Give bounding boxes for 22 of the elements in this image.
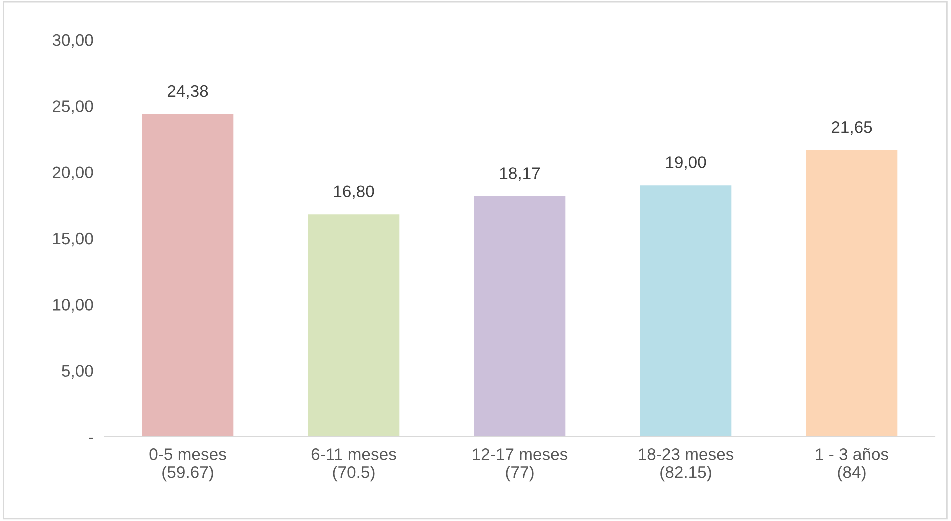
y-tick-label: 30,00	[52, 34, 94, 48]
data-label: 19,00	[666, 156, 706, 170]
data-label: 18,17	[500, 168, 540, 182]
x-tick-label: 18-23 meses (82.15)	[639, 448, 734, 482]
x-tick-label: 12-17 meses (77)	[473, 448, 568, 482]
x-tick-label: 0-5 meses (59.67)	[150, 448, 226, 482]
x-tick-label: 6-11 meses (70.5)	[312, 448, 396, 482]
y-tick-label: -	[89, 438, 94, 440]
bar	[806, 150, 898, 437]
y-tick-label: 5,00	[62, 365, 94, 380]
y-tick-label: 20,00	[53, 166, 94, 181]
bar	[142, 114, 234, 437]
data-label: 21,65	[832, 122, 872, 136]
bar	[308, 214, 400, 437]
bar	[474, 196, 566, 437]
y-tick-label: 15,00	[53, 232, 94, 247]
y-tick-label: 25,00	[53, 100, 94, 114]
data-label: 24,38	[168, 85, 208, 100]
data-label: 16,80	[334, 186, 374, 200]
y-tick-label: 10,00	[53, 299, 94, 313]
x-tick-label: 1 - 3 años (84)	[816, 448, 888, 482]
bar	[640, 186, 732, 437]
